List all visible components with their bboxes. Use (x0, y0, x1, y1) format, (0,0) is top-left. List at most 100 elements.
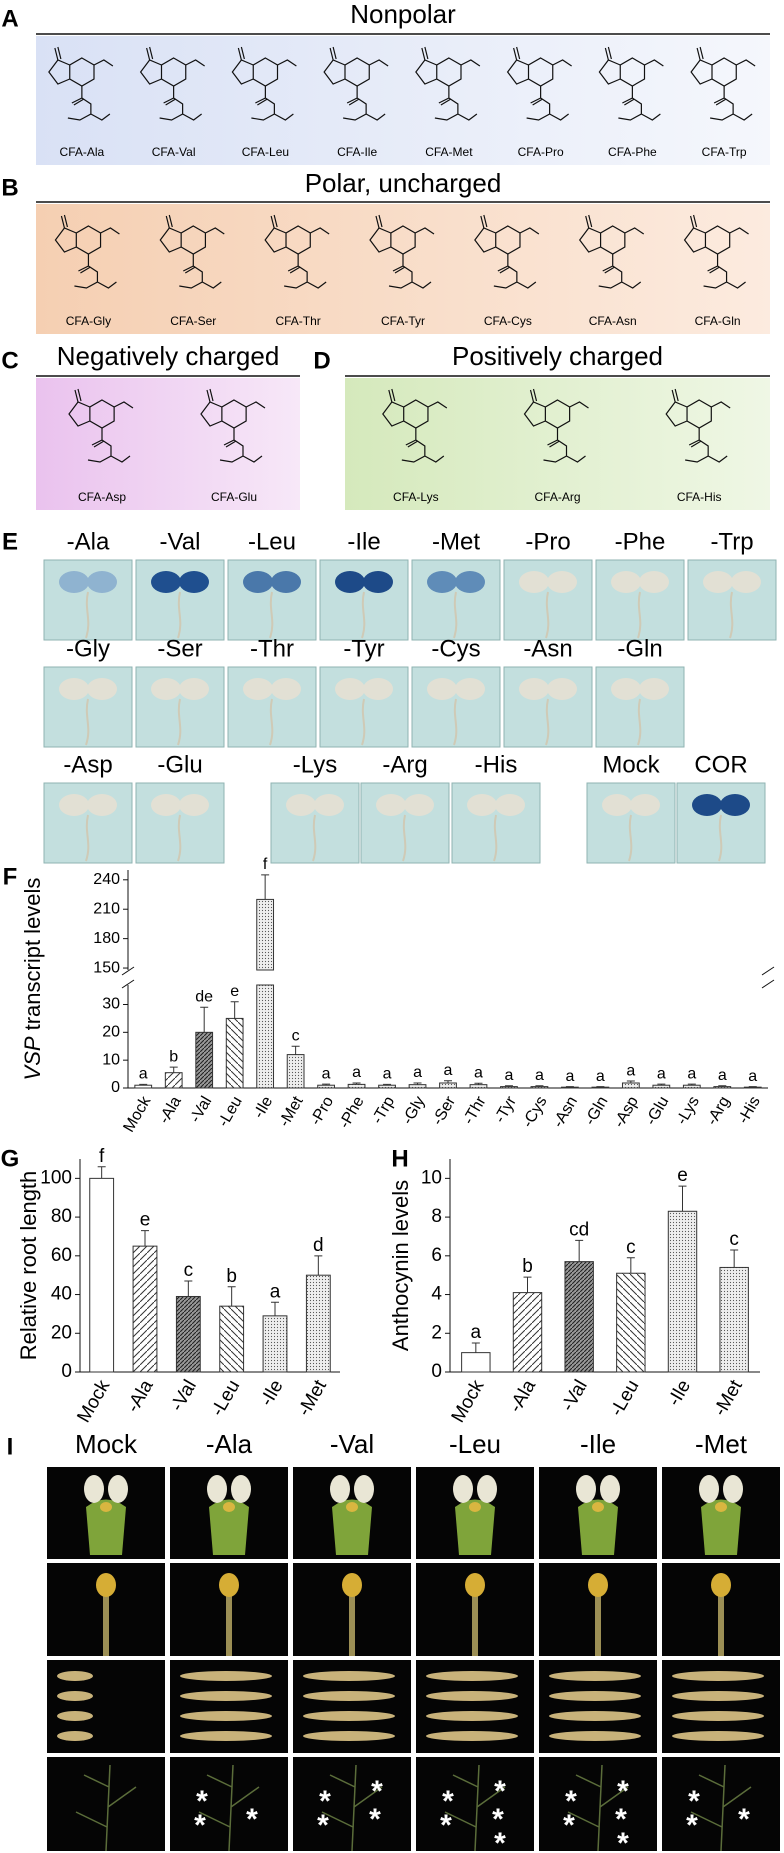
structure (139, 46, 205, 121)
ring (683, 227, 706, 253)
flower-petal (330, 1475, 350, 1503)
filament (226, 1593, 232, 1656)
seedling-stem (637, 698, 642, 746)
compound-name: CFA-Tyr (381, 314, 425, 328)
bar (561, 1086, 579, 1089)
compound-name: CFA-Lys (393, 490, 439, 504)
significance-letter: a (139, 1066, 148, 1083)
cotyledon (455, 571, 485, 593)
flower-anther (223, 1502, 235, 1512)
significance-letter: c (292, 1027, 300, 1044)
bond (251, 86, 294, 121)
asterisk: * (688, 1785, 700, 1818)
significance-letter: a (687, 1065, 696, 1082)
y-axis-label: Relative root length (16, 1171, 41, 1361)
silique (549, 1671, 641, 1681)
significance-letter: e (140, 1210, 151, 1231)
y-axis-label: Anthocynin levels (388, 1180, 413, 1351)
bond (689, 214, 698, 229)
significance-letter: a (474, 1064, 483, 1081)
y-tick-label: 0 (111, 1079, 120, 1096)
cotyledon (731, 571, 761, 593)
error-bar (678, 1185, 687, 1212)
seedling-label: -Ile (347, 528, 380, 555)
error-bar (139, 1083, 148, 1086)
ring (48, 59, 70, 85)
bar (564, 1261, 594, 1373)
compound-name: CFA-Ile (337, 145, 377, 159)
seedling-label: -Lys (293, 751, 337, 778)
column-label: -Ile (580, 1429, 616, 1459)
stem (75, 1764, 137, 1852)
ring (382, 401, 404, 427)
bond (219, 428, 263, 463)
bond (414, 227, 435, 235)
error-bar (184, 1280, 193, 1297)
seedling-stem (493, 814, 498, 862)
flower-petal (477, 1475, 497, 1503)
silique (180, 1671, 272, 1681)
x-tick-label: -Arg (704, 1094, 734, 1129)
seedling-label: -Trp (710, 528, 753, 555)
seedling-label: -Leu (248, 528, 296, 555)
error-bar (314, 1255, 323, 1276)
bond (329, 46, 337, 61)
ring (231, 59, 254, 85)
significance-letter: a (444, 1062, 453, 1079)
cotyledon (179, 678, 209, 700)
bar (89, 1177, 115, 1373)
bar (134, 1084, 153, 1089)
compound-name: CFA-Trp (702, 145, 747, 159)
significance-letter: a (504, 1067, 513, 1084)
cotyledon (59, 571, 89, 593)
x-tick-label: -Phe (336, 1094, 368, 1132)
cotyledon (151, 678, 181, 700)
significance-letter: a (718, 1067, 727, 1084)
flower-anther (469, 1502, 481, 1512)
filament (349, 1593, 355, 1656)
bar (132, 1245, 158, 1373)
bar (530, 1086, 549, 1089)
bond (513, 46, 521, 61)
error-bar (230, 1001, 239, 1019)
cotyledon (692, 794, 722, 816)
cotyledon (335, 571, 365, 593)
cotyledon (179, 571, 209, 593)
x-tick-label: -Val (187, 1094, 215, 1126)
significance-letter: cd (569, 1219, 589, 1240)
structure (523, 388, 589, 463)
filament (595, 1593, 601, 1656)
bar (743, 1086, 762, 1089)
bar (500, 1086, 518, 1089)
seedling-stem (312, 814, 317, 862)
asterisk: * (317, 1809, 329, 1842)
y-tick-label: 150 (93, 959, 120, 976)
significance-letter: f (99, 1146, 105, 1167)
silique (180, 1731, 272, 1741)
cotyledon (547, 678, 577, 700)
seedling-stem (361, 591, 366, 639)
stem (321, 1764, 383, 1852)
silique (672, 1691, 764, 1701)
significance-letter: a (657, 1065, 666, 1082)
significance-letter: a (383, 1066, 392, 1083)
compound-name: CFA-Asp (78, 490, 126, 504)
flower-petal (600, 1475, 620, 1503)
asterisk: * (194, 1809, 206, 1842)
error-bar (504, 1085, 513, 1087)
seedling-stem (177, 814, 182, 862)
bar (164, 1072, 183, 1089)
y-tick-label: 60 (51, 1245, 72, 1266)
flower-petal (231, 1475, 251, 1503)
error-bar (626, 1257, 635, 1274)
flower-sepals (332, 1499, 372, 1555)
bond (60, 214, 69, 229)
error-bar (565, 1086, 574, 1088)
silique (180, 1711, 272, 1721)
x-tick-label: -Met (276, 1093, 307, 1130)
bond (552, 59, 572, 67)
silique (303, 1711, 395, 1721)
seedling-stem (545, 591, 550, 639)
bar (219, 1305, 245, 1373)
structure (578, 214, 645, 289)
